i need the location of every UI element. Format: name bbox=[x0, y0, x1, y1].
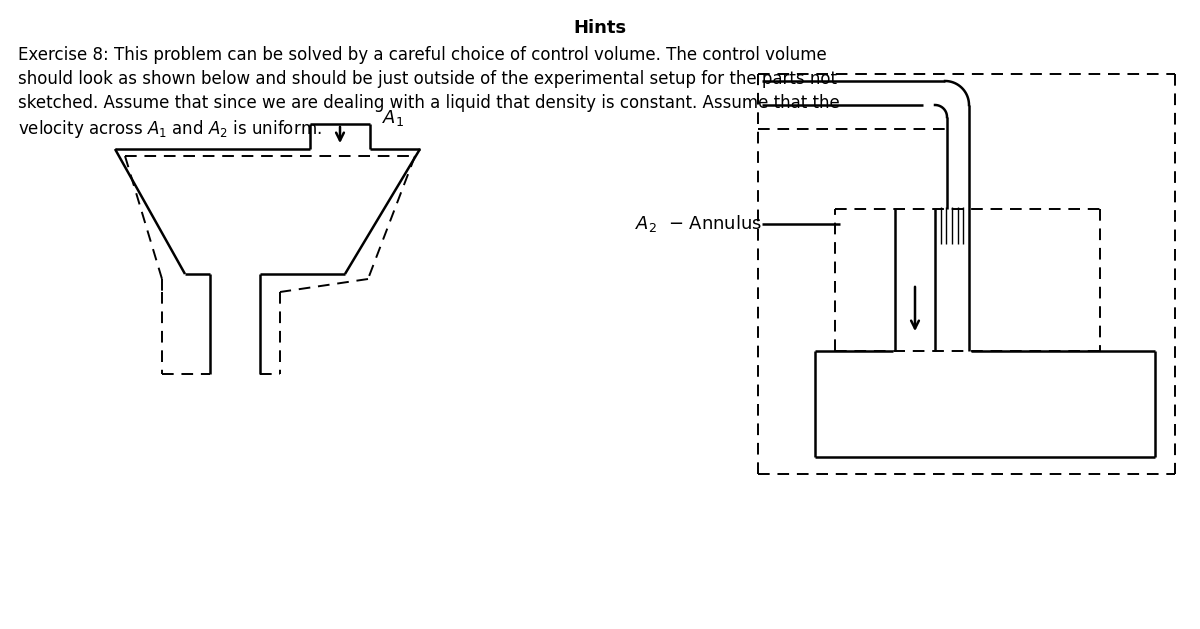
Text: should look as shown below and should be just outside of the experimental setup : should look as shown below and should be… bbox=[18, 70, 838, 88]
Text: Exercise 8: This problem can be solved by a careful choice of control volume. Th: Exercise 8: This problem can be solved b… bbox=[18, 46, 827, 64]
Text: $A_2$: $A_2$ bbox=[635, 214, 658, 234]
Text: $-$ Annulus: $-$ Annulus bbox=[668, 215, 762, 233]
Text: velocity across $A_1$ and $A_2$ is uniform.: velocity across $A_1$ and $A_2$ is unifo… bbox=[18, 118, 322, 140]
Text: sketched. Assume that since we are dealing with a liquid that density is constan: sketched. Assume that since we are deali… bbox=[18, 94, 840, 112]
Text: Hints: Hints bbox=[574, 19, 626, 37]
Text: $A_1$: $A_1$ bbox=[382, 108, 404, 128]
